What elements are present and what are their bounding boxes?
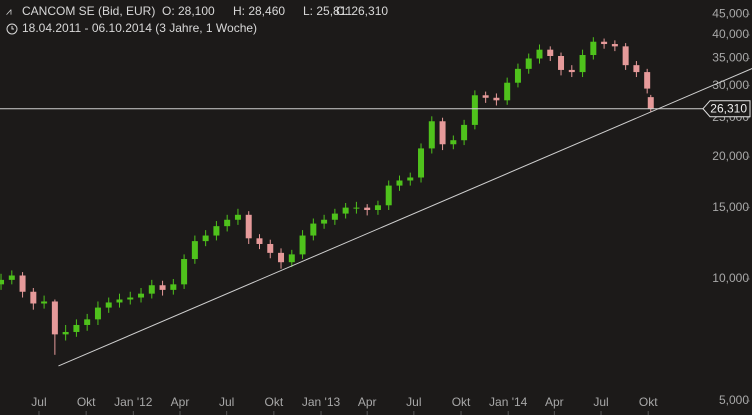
y-tick-label: 45,000 [712, 6, 749, 20]
x-tick-label: Okt [265, 395, 284, 409]
candle-body [170, 284, 177, 290]
y-tick-label: 30,000 [712, 78, 749, 92]
candle-body [644, 72, 651, 89]
candle-body [245, 214, 252, 239]
x-tick-label: Apr [545, 395, 564, 409]
candle-body [579, 55, 586, 73]
y-tick-label: 20,000 [712, 149, 749, 163]
y-tick-label: 15,000 [712, 200, 749, 214]
ohlc-open: O: 28,100 [162, 4, 215, 18]
candle-body [191, 241, 198, 260]
candle-body [471, 95, 478, 125]
ohlc-low: L: 25,811 [303, 4, 352, 18]
candle-body [0, 279, 5, 285]
candle-body [127, 297, 134, 300]
candle-body [525, 58, 532, 69]
candle-body [181, 259, 188, 285]
ohlc-close: C: 26,310 [336, 4, 388, 18]
trend-line [58, 68, 752, 367]
candle-body [116, 299, 123, 303]
candle-body [568, 69, 575, 73]
candle-body [439, 121, 446, 145]
candle-body [428, 121, 435, 149]
y-tick-label: 5,000 [719, 393, 749, 407]
x-tick-label: Jul [31, 395, 46, 409]
candle-body [558, 56, 565, 70]
candle-body [493, 97, 500, 101]
candle-body [396, 180, 403, 186]
x-tick-label: Okt [77, 395, 96, 409]
y-tick-label: 40,000 [712, 27, 749, 41]
x-tick-label: Okt [639, 395, 658, 409]
x-tick-label: Jan '14 [489, 395, 528, 409]
x-tick-label: Jan '12 [114, 395, 153, 409]
candle-body [321, 219, 328, 224]
candle-body [310, 223, 317, 236]
candle-body [299, 235, 306, 255]
clock-icon [6, 23, 18, 35]
ohlc-high: H: 28,460 [233, 4, 285, 18]
y-tick-label: 10,000 [712, 271, 749, 285]
candle-body [611, 44, 618, 47]
x-tick-label: Jul [406, 395, 421, 409]
candle-body [590, 41, 597, 56]
candle-body [278, 252, 285, 263]
candle-body [202, 235, 209, 242]
candle-body [8, 275, 15, 280]
candle-body [536, 49, 543, 59]
x-tick-label: Apr [171, 395, 190, 409]
plot-area: 5,00010,00015,00020,00025,00030,00035,00… [0, 6, 752, 415]
candle-body [461, 124, 468, 141]
candle-body [94, 307, 101, 320]
candle-body [267, 243, 274, 253]
candle-body [407, 177, 414, 181]
candle-body [514, 68, 521, 83]
chart-title: CANCOM SE (Bid, EUR) [22, 4, 155, 18]
x-tick-label: Jul [219, 395, 234, 409]
y-tick-label: 35,000 [712, 51, 749, 65]
candle-body [374, 205, 381, 210]
candle-body [105, 302, 112, 308]
chart-icon: ⩘ [6, 7, 12, 18]
candle-body [84, 319, 91, 325]
candle-body [256, 238, 263, 244]
candle-body [73, 324, 80, 332]
x-tick-label: Apr [358, 395, 377, 409]
candle-body [62, 331, 69, 335]
candle-body [385, 185, 392, 206]
candle-body [213, 226, 220, 236]
candle-body [234, 214, 241, 220]
candle-body [19, 275, 26, 292]
candle-body [148, 285, 155, 294]
candle-body [647, 97, 654, 109]
x-tick-label: Okt [452, 395, 471, 409]
candle-body [482, 95, 489, 98]
date-range: 18.04.2011 - 06.10.2014 (3 Jahre, 1 Woch… [22, 21, 257, 35]
candle-body [622, 46, 629, 66]
last-price-box [702, 100, 751, 118]
candle-body [30, 291, 37, 304]
candle-body [418, 148, 425, 178]
candle-body [504, 82, 511, 101]
candle-body [41, 301, 48, 304]
candle-body [364, 207, 371, 210]
candle-body [331, 213, 338, 220]
clock-hand [11, 26, 14, 30]
candle-body [633, 65, 640, 73]
candle-body [342, 207, 349, 214]
x-tick-label: Jan '13 [302, 395, 341, 409]
candle-body [547, 49, 554, 57]
candle-body [159, 285, 166, 290]
last-price-label: 26,310 [710, 101, 747, 115]
candle-body [353, 207, 360, 209]
candle-body [601, 41, 608, 45]
candle-body [224, 219, 231, 227]
candle-body [450, 140, 457, 145]
candle-body [51, 301, 58, 335]
header: ⩘ CANCOM SE (Bid, EUR) O: 28,100 H: 28,4… [6, 4, 388, 35]
candle-body [138, 293, 145, 298]
x-tick-label: Jul [593, 395, 608, 409]
candle-body [288, 254, 295, 263]
